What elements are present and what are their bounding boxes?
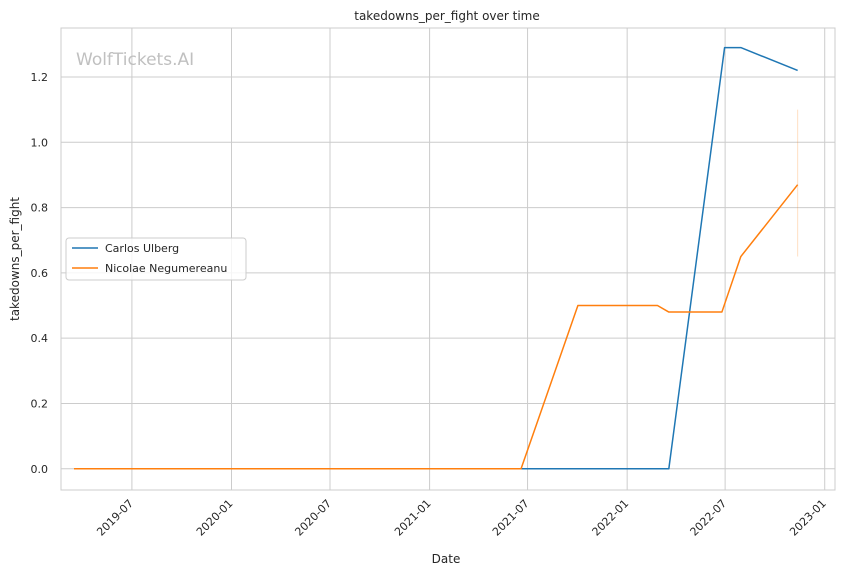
- legend-box: [65, 237, 247, 281]
- y-tick-label: 0.4: [31, 332, 49, 345]
- legend-label-carlos-ulberg: Carlos Ulberg: [105, 242, 179, 255]
- y-tick-label: 0.2: [31, 397, 49, 410]
- x-axis-label: Date: [432, 552, 461, 566]
- series-line-nicolae-negumereanu: [73, 184, 799, 470]
- y-axis-label: takedowns_per_fight: [8, 197, 22, 321]
- y-tick-label: 1.2: [31, 71, 49, 84]
- y-tick-label: 0.6: [31, 267, 49, 280]
- chart-title: takedowns_per_fight over time: [354, 9, 540, 23]
- plot-area-frame: [60, 27, 836, 491]
- legend-label-nicolae-negumereanu: Nicolae Negumereanu: [105, 262, 227, 275]
- series-lines: [73, 46, 799, 470]
- watermark: WolfTickets.AI: [76, 50, 194, 70]
- y-axis-ticks: 0.0 0.2 0.4 0.6 0.8 1.0 1.2: [31, 71, 49, 476]
- legend: Carlos Ulberg Nicolae Negumereanu: [65, 237, 247, 281]
- series-line-carlos-ulberg: [475, 46, 798, 470]
- y-tick-label: 1.0: [31, 136, 49, 149]
- y-tick-label: 0.8: [31, 202, 49, 215]
- y-tick-label: 0.0: [31, 463, 49, 476]
